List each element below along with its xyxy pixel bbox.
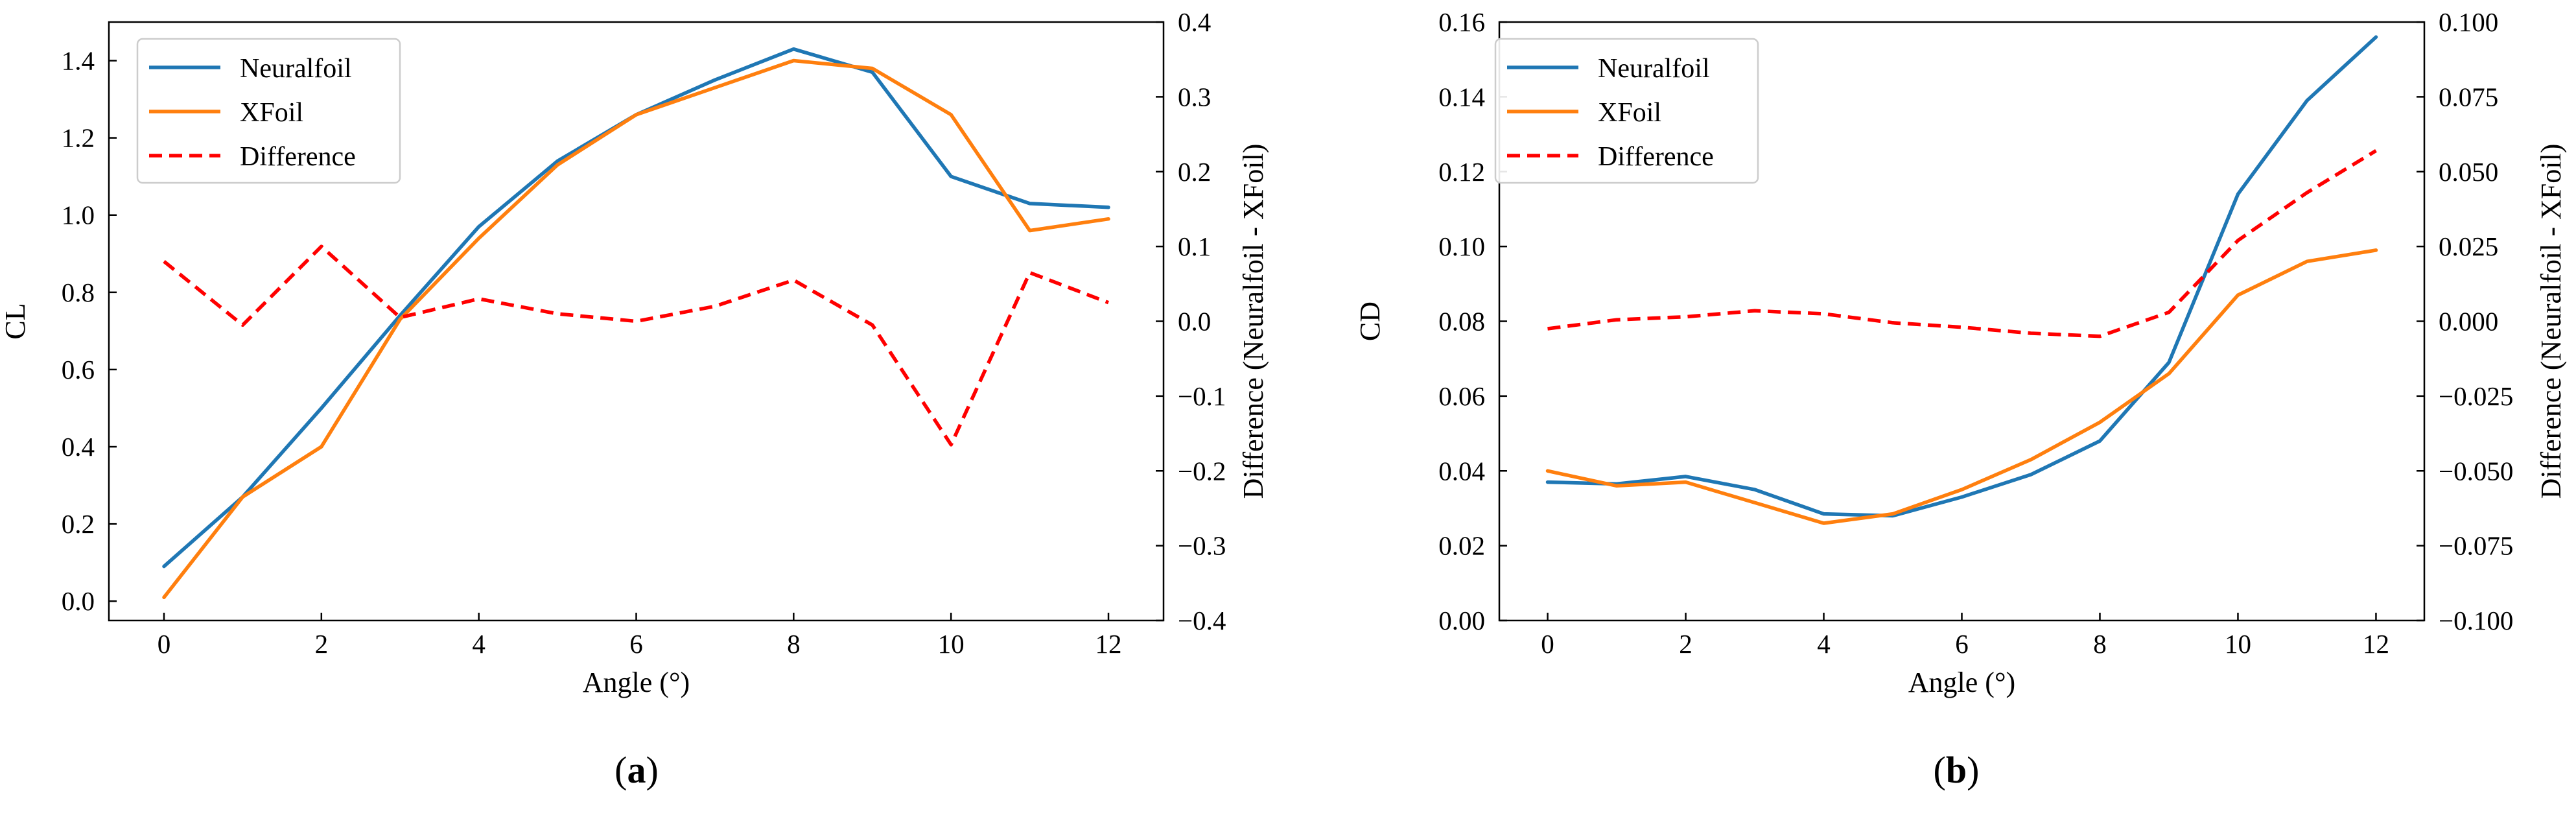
y-tick-label: 1.0 xyxy=(62,200,95,230)
legend-label: Difference xyxy=(1598,142,1714,172)
legend-box xyxy=(1494,38,1759,184)
series-line-xfoil xyxy=(1545,248,2378,525)
x-tick-label: 10 xyxy=(938,629,965,659)
x-tick-label: 0 xyxy=(1541,629,1554,659)
y2-tick-label: −0.3 xyxy=(1178,531,1226,561)
legend-label: Neuralfoil xyxy=(1598,54,1710,84)
y2-tick-label: −0.4 xyxy=(1178,606,1226,635)
series-line-neuralfoil xyxy=(1545,35,2378,518)
y-tick-label: 0.12 xyxy=(1438,157,1485,187)
series-line-difference xyxy=(1547,149,2377,338)
y2-tick-label: −0.1 xyxy=(1178,381,1226,411)
chart-b: 0 2 4 6 8 10 12 0.00 0.02 0.04 0.06 0.08 0.10 0.12 0.1… xyxy=(1354,7,2567,791)
legend-label: XFoil xyxy=(1598,98,1661,128)
y-tick-label: 0.0 xyxy=(62,586,95,616)
y-tick-label: 0.16 xyxy=(1438,7,1485,37)
y-tick-label: 0.08 xyxy=(1438,307,1485,337)
x-tick-label: 0 xyxy=(158,629,171,659)
y2-tick-label: 0.2 xyxy=(1178,157,1211,187)
x-tick-label: 8 xyxy=(2093,629,2107,659)
x-tick-label: 6 xyxy=(629,629,643,659)
x-tick-label: 6 xyxy=(1955,629,1969,659)
y2-tick-label: −0.100 xyxy=(2439,606,2513,635)
y2-tick-label: 0.4 xyxy=(1178,7,1211,37)
x-tick-label: 12 xyxy=(1095,629,1122,659)
y2-axis-title: Difference (Neuralfoil - XFoil) xyxy=(1237,144,1269,499)
x-tick-label: 4 xyxy=(1817,629,1831,659)
y2-tick-label: −0.025 xyxy=(2439,381,2513,411)
y2-tick-label: −0.050 xyxy=(2439,456,2513,486)
chart-a: 0 2 4 6 8 10 12 0.0 0.2 0.4 0.6 0.8 1.0 1.2 1.4 −0.4 −0.… xyxy=(0,7,1269,791)
y-tick-label: 1.2 xyxy=(62,123,95,153)
series-line-xfoil xyxy=(162,58,1110,600)
x-tick-label: 4 xyxy=(472,629,486,659)
y2-axis-title: Difference (Neuralfoil - XFoil) xyxy=(2535,144,2567,499)
y-tick-label: 0.00 xyxy=(1438,606,1485,635)
y2-tick-label: −0.075 xyxy=(2439,531,2513,561)
y-axis-title: CD xyxy=(1354,301,1386,341)
y2-tick-label: 0.100 xyxy=(2439,7,2498,37)
y-tick-label: 0.02 xyxy=(1438,531,1485,561)
y2-tick-label: 0.1 xyxy=(1178,231,1211,261)
y2-tick-label: 0.050 xyxy=(2439,157,2498,187)
y-tick-label: 0.04 xyxy=(1438,456,1485,486)
legend-label: Neuralfoil xyxy=(240,54,352,84)
y-tick-label: 0.6 xyxy=(62,355,95,384)
y-tick-label: 1.4 xyxy=(62,46,95,76)
y2-tick-label: 0.075 xyxy=(2439,82,2498,112)
legend-label: XFoil xyxy=(240,98,303,128)
y-tick-label: 0.06 xyxy=(1438,381,1485,411)
x-tick-label: 2 xyxy=(1679,629,1692,659)
y2-tick-label: 0.000 xyxy=(2439,307,2498,337)
y2-tick-label: 0.025 xyxy=(2439,231,2498,261)
y2-tick-label: 0.3 xyxy=(1178,82,1211,112)
x-axis-title: Angle (°) xyxy=(1908,667,2015,698)
y-tick-label: 0.10 xyxy=(1438,231,1485,261)
x-tick-label: 2 xyxy=(315,629,329,659)
series-line-difference xyxy=(163,244,1109,447)
x-tick-label: 10 xyxy=(2225,629,2251,659)
panel-caption: (a) xyxy=(615,749,659,791)
y2-tick-label: −0.2 xyxy=(1178,456,1226,486)
y-tick-label: 0.4 xyxy=(62,432,95,462)
legend-box xyxy=(136,38,401,184)
x-tick-label: 8 xyxy=(787,629,801,659)
legend-label: Difference xyxy=(240,142,356,172)
y-tick-label: 0.8 xyxy=(62,278,95,307)
y2-tick-label: 0.0 xyxy=(1178,307,1211,337)
x-tick-label: 12 xyxy=(2363,629,2389,659)
y-tick-label: 0.2 xyxy=(62,509,95,539)
y-axis-title: CL xyxy=(0,303,31,339)
x-axis-title: Angle (°) xyxy=(583,667,690,698)
y-tick-label: 0.14 xyxy=(1438,82,1485,112)
panel-caption: (b) xyxy=(1934,749,1980,791)
